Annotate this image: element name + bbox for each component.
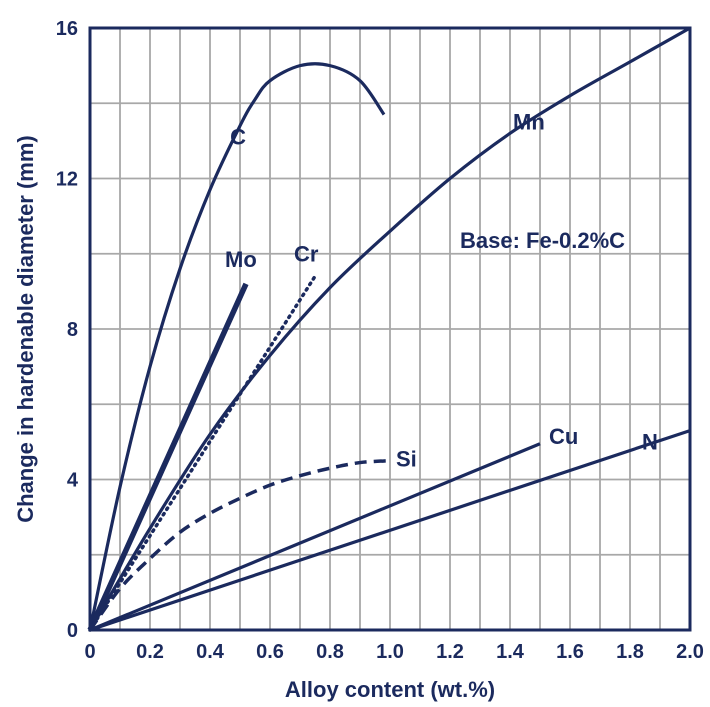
y-tick-label: 4 xyxy=(67,470,79,492)
x-tick-label: 0.4 xyxy=(196,641,225,663)
plot-frame xyxy=(88,26,692,632)
x-tick-label: 0 xyxy=(84,641,95,663)
series-label-mn: Mn xyxy=(513,110,545,135)
x-tick-label: 0.8 xyxy=(316,641,344,663)
x-tick-label: 1.4 xyxy=(496,641,525,663)
x-axis-title: Alloy content (wt.%) xyxy=(285,677,495,702)
tick-labels: 0 0.2 0.4 0.6 0.8 1.0 1.2 1.4 1.6 1.8 2.0 0 4 8 12 16 xyxy=(56,18,704,663)
x-tick-label: 1.8 xyxy=(616,641,644,663)
base-annotation: Base: Fe-0.2%C xyxy=(460,228,625,253)
y-tick-label: 16 xyxy=(56,18,78,40)
series-label-si: Si xyxy=(396,446,417,471)
x-tick-label: 0.2 xyxy=(136,641,164,663)
x-tick-label: 1.2 xyxy=(436,641,464,663)
x-tick-label: 2.0 xyxy=(676,641,704,663)
series-line-cr xyxy=(88,274,317,632)
series-line-si xyxy=(88,458,391,632)
y-tick-label: 0 xyxy=(67,620,78,642)
y-tick-label: 8 xyxy=(67,319,78,341)
series-line-n xyxy=(89,429,691,632)
series-labels: C Mn Mo Cr Si Cu N xyxy=(225,110,658,472)
series-layer xyxy=(87,26,691,632)
y-tick-label: 12 xyxy=(56,169,78,191)
series-line-cu xyxy=(89,442,541,632)
series-line-mo xyxy=(87,282,249,632)
series-label-cu: Cu xyxy=(549,424,578,449)
series-label-n: N xyxy=(642,429,658,454)
series-label-c: C xyxy=(230,125,246,150)
series-line-c xyxy=(88,62,386,631)
series-label-cr: Cr xyxy=(294,241,319,266)
x-tick-label: 1.6 xyxy=(556,641,584,663)
y-axis-title: Change in hardenable diameter (mm) xyxy=(13,135,38,523)
series-label-mo: Mo xyxy=(225,247,257,272)
series-line-mn xyxy=(88,26,691,631)
x-tick-label: 0.6 xyxy=(256,641,284,663)
x-tick-label: 1.0 xyxy=(376,641,404,663)
grid-lines xyxy=(89,27,691,631)
